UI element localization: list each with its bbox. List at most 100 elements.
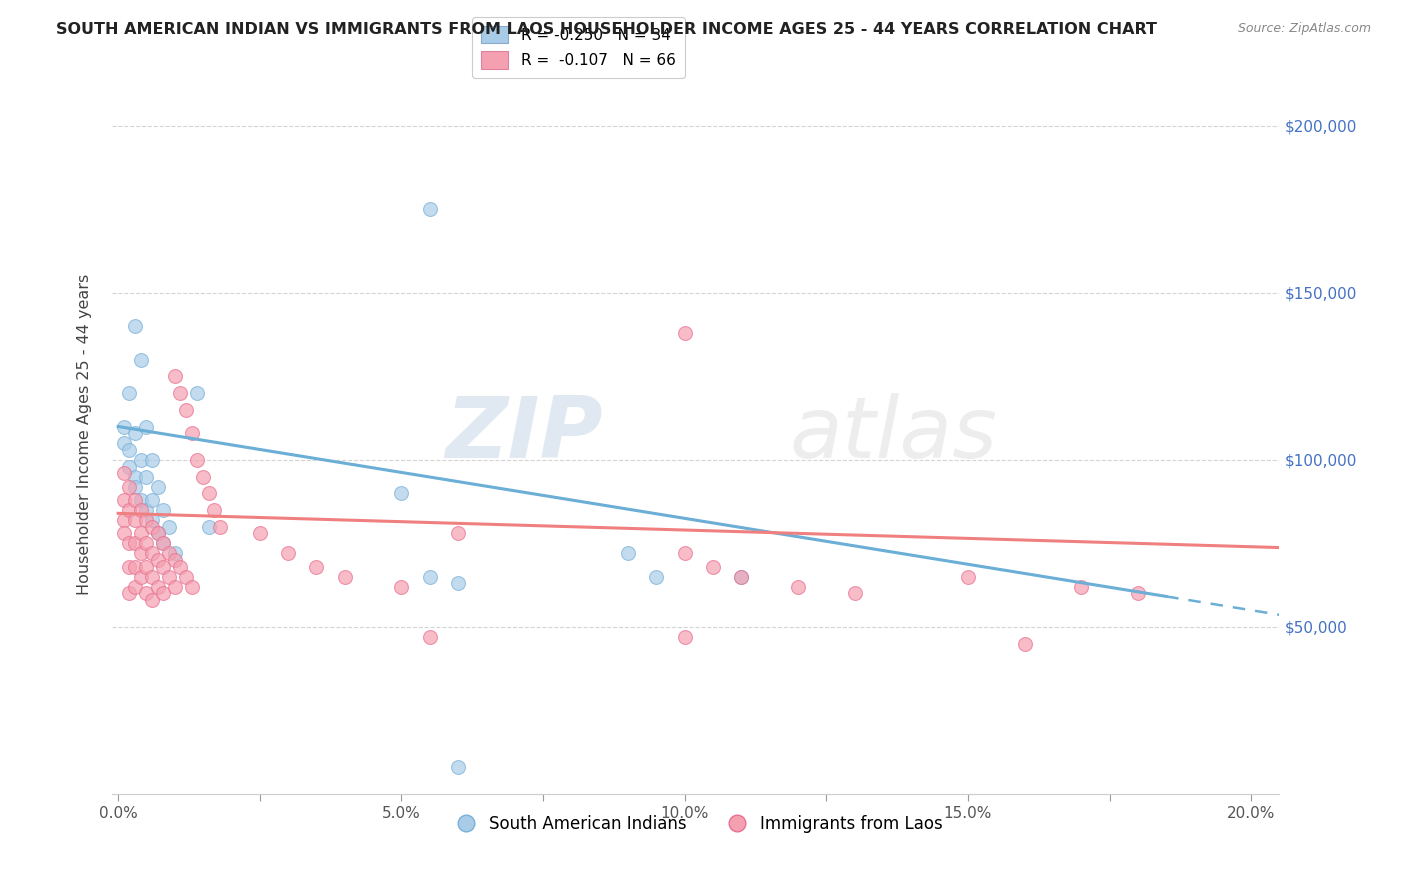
Point (174, 402, 197, 417)
Point (333, 570, 356, 584)
Point (447, 576, 470, 591)
Point (129, 503, 152, 517)
Point (180, 580, 202, 594)
Point (197, 486, 219, 500)
Point (141, 593, 163, 607)
Text: SOUTH AMERICAN INDIAN VS IMMIGRANTS FROM LAOS HOUSEHOLDER INCOME AGES 25 - 44 YE: SOUTH AMERICAN INDIAN VS IMMIGRANTS FROM… (56, 22, 1157, 37)
Point (249, 526, 271, 541)
Point (673, 546, 696, 560)
Point (135, 469, 157, 483)
Point (135, 503, 157, 517)
Point (419, 630, 441, 644)
Point (146, 526, 169, 541)
Legend: South American Indians, Immigrants from Laos: South American Indians, Immigrants from … (443, 808, 949, 839)
Point (135, 513, 157, 527)
Point (129, 352, 152, 367)
Point (118, 536, 141, 550)
Point (152, 536, 174, 550)
Point (673, 630, 696, 644)
Text: ZIP: ZIP (444, 393, 603, 476)
Point (152, 536, 174, 550)
Point (124, 559, 146, 574)
Point (129, 546, 152, 560)
Point (204, 503, 226, 517)
Point (209, 519, 232, 533)
Point (197, 519, 219, 533)
Point (617, 546, 640, 560)
Point (118, 459, 141, 474)
Point (124, 319, 146, 334)
Point (112, 513, 135, 527)
Point (787, 580, 810, 594)
Point (174, 570, 197, 584)
Point (702, 559, 724, 574)
Point (129, 526, 152, 541)
Point (129, 493, 152, 508)
Point (447, 526, 470, 541)
Point (730, 570, 752, 584)
Point (169, 386, 191, 401)
Point (141, 546, 163, 560)
Text: Source: ZipAtlas.com: Source: ZipAtlas.com (1237, 22, 1371, 36)
Point (112, 419, 135, 434)
Point (1126, 586, 1149, 600)
Point (124, 580, 146, 594)
Point (141, 519, 163, 533)
Point (141, 570, 163, 584)
Point (141, 493, 163, 508)
Point (1014, 637, 1036, 651)
Point (730, 570, 752, 584)
Point (152, 586, 174, 600)
Point (645, 570, 668, 584)
Point (163, 369, 186, 384)
Point (135, 586, 157, 600)
Point (112, 526, 135, 541)
Point (118, 503, 141, 517)
Point (163, 546, 186, 560)
Point (1070, 580, 1092, 594)
Point (135, 559, 157, 574)
Point (118, 442, 141, 457)
Point (146, 480, 169, 494)
Point (118, 386, 141, 401)
Point (157, 546, 180, 560)
Point (124, 469, 146, 483)
Point (152, 559, 174, 574)
Point (180, 426, 202, 441)
Point (277, 546, 299, 560)
Point (673, 326, 696, 340)
Point (118, 586, 141, 600)
Point (389, 580, 412, 594)
Point (163, 553, 186, 567)
Point (124, 536, 146, 550)
Point (152, 503, 174, 517)
Point (135, 536, 157, 550)
Point (112, 436, 135, 450)
Point (844, 586, 866, 600)
Point (146, 580, 169, 594)
Point (447, 760, 470, 774)
Point (146, 553, 169, 567)
Point (956, 570, 979, 584)
Point (419, 202, 441, 217)
Point (141, 513, 163, 527)
Point (157, 570, 180, 584)
Point (124, 426, 146, 441)
Point (124, 480, 146, 494)
Point (141, 453, 163, 467)
Point (169, 559, 191, 574)
Point (191, 469, 214, 483)
Point (129, 453, 152, 467)
Point (112, 493, 135, 508)
Point (186, 386, 208, 401)
Point (118, 559, 141, 574)
Point (163, 580, 186, 594)
Text: atlas: atlas (789, 393, 997, 476)
Point (124, 493, 146, 508)
Point (305, 559, 328, 574)
Point (124, 513, 146, 527)
Point (186, 453, 208, 467)
Point (146, 526, 169, 541)
Point (157, 519, 180, 533)
Point (135, 419, 157, 434)
